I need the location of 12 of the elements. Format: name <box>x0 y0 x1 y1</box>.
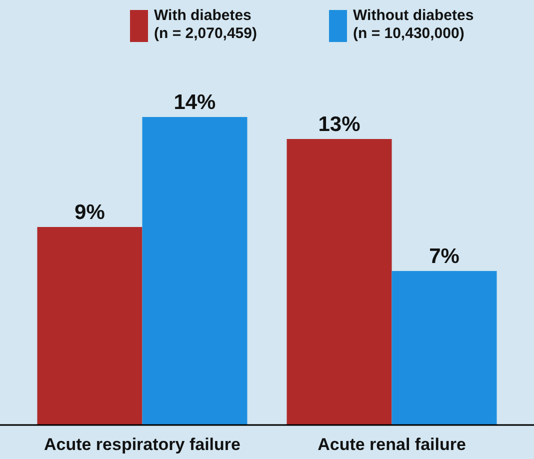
bar <box>37 227 142 425</box>
legend-label: With diabetes (n = 2,070,459) <box>154 7 257 42</box>
bar <box>142 117 248 425</box>
x-tick-label: Acute respiratory failure <box>44 435 240 454</box>
data-label: 13% <box>318 113 361 136</box>
x-tick-label: Acute renal failure <box>318 435 466 454</box>
data-label: 9% <box>74 201 106 224</box>
legend-label: Without diabetes (n = 10,430,000) <box>353 7 474 42</box>
bar <box>392 271 497 425</box>
bar <box>286 139 392 425</box>
data-label: 7% <box>429 245 460 268</box>
data-label: 14% <box>174 91 216 114</box>
